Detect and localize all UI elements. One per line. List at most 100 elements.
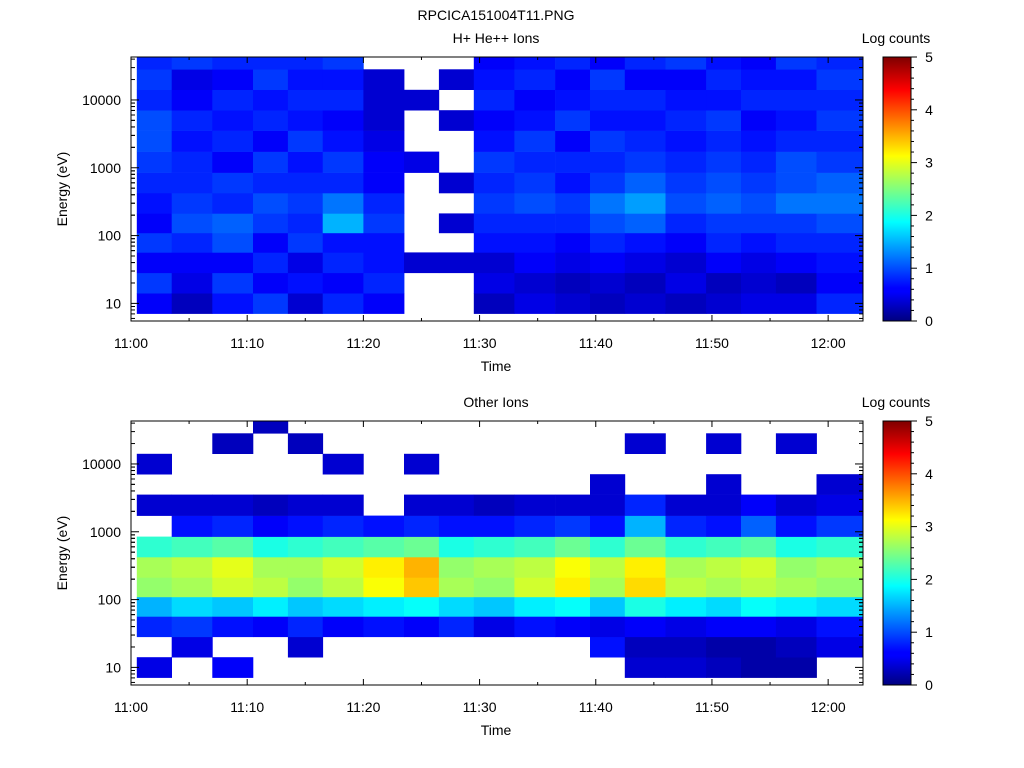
heatmap-cell [555, 69, 591, 90]
heatmap-cell [404, 494, 440, 516]
heatmap-cell [404, 453, 440, 475]
heatmap-cell [322, 110, 364, 131]
heatmap-cell [775, 57, 817, 70]
heatmap-cell [171, 232, 213, 253]
heatmap-cell [473, 172, 515, 194]
heatmap-cell [514, 172, 556, 194]
heatmap-cell [590, 252, 626, 274]
heatmap-cell [775, 232, 817, 253]
heatmap-cell [665, 69, 707, 90]
heatmap-cell [816, 172, 864, 194]
heatmap-cell [287, 57, 324, 70]
heatmap-cell [363, 616, 405, 638]
heatmap-cell [212, 494, 254, 516]
heatmap-cell [438, 110, 475, 131]
heatmap-cell [473, 130, 515, 152]
y-tick-label: 1000 [90, 160, 121, 176]
heatmap-cell [590, 151, 626, 173]
heatmap-cell [775, 89, 817, 111]
heatmap-cell [775, 110, 817, 131]
heatmap-cell [363, 232, 405, 253]
heatmap-cell [816, 193, 864, 214]
heatmap-cell [816, 494, 864, 516]
heatmap-cell [706, 494, 742, 516]
heatmap-cell [136, 89, 172, 111]
heatmap-cell [555, 272, 591, 294]
heatmap-cell [775, 213, 817, 234]
heatmap-cell [363, 596, 405, 617]
heatmap-cell [590, 172, 626, 194]
heatmap-cell [212, 596, 254, 617]
heatmap-cell [665, 110, 707, 131]
heatmap-cell [624, 293, 666, 314]
heatmap-cell [473, 596, 515, 617]
heatmap-cell [665, 557, 707, 578]
heatmap-cell [212, 293, 254, 314]
heatmap-cell [322, 130, 364, 152]
heatmap-cell [363, 69, 405, 90]
heatmap-cell [706, 151, 742, 173]
heatmap-cell [775, 636, 817, 658]
heatmap-cell [171, 193, 213, 214]
heatmap-cell [741, 536, 777, 558]
colorbar-tick-label: 4 [925, 466, 933, 482]
heatmap-cell [473, 557, 515, 578]
heatmap-cell [590, 57, 626, 70]
heatmap-cell [287, 536, 324, 558]
heatmap-cell [212, 110, 254, 131]
heatmap-cell [404, 577, 440, 598]
heatmap-cell [706, 130, 742, 152]
heatmap-cell [322, 293, 364, 314]
heatmap-cell [665, 596, 707, 617]
heatmap-cell [816, 557, 864, 578]
y-tick-label: 10 [105, 659, 121, 675]
heatmap-cell [706, 577, 742, 598]
heatmap-cell [287, 193, 324, 214]
heatmap-cell [322, 596, 364, 617]
heatmap-cell [665, 213, 707, 234]
heatmap-cell [741, 69, 777, 90]
heatmap-cell [171, 293, 213, 314]
heatmap-cell [322, 515, 364, 537]
x-tick-label: 11:20 [346, 699, 380, 715]
heatmap-cell [473, 110, 515, 131]
heatmap-cell [473, 536, 515, 558]
heatmap-cell [816, 577, 864, 598]
heatmap-cell [322, 57, 364, 70]
panel-h-he-ions: H+ He++ Ions 11:00 11:10 11:20 11:30 11:40 11… [54, 30, 933, 374]
heatmap-cell [212, 433, 254, 454]
heatmap-cell [706, 474, 742, 495]
heatmap-cell [212, 515, 254, 537]
heatmap-cell [253, 89, 289, 111]
heatmap-cell [171, 596, 213, 617]
heatmap-cell [322, 557, 364, 578]
colorbar [882, 56, 912, 322]
heatmap-cell [253, 616, 289, 638]
heatmap-cell [253, 110, 289, 131]
colorbar-label: Log counts [862, 394, 931, 410]
colorbar-tick-label: 1 [925, 624, 933, 640]
heatmap-cell [363, 110, 405, 131]
colorbar-tick-label: 0 [925, 313, 933, 329]
heatmap-cell [136, 577, 172, 598]
heatmap-cell [590, 536, 626, 558]
heatmap-cell [253, 151, 289, 173]
heatmap-cell [706, 193, 742, 214]
heatmap-cell [665, 193, 707, 214]
heatmap-cell [438, 252, 475, 274]
heatmap-cell [212, 252, 254, 274]
heatmap-cell [665, 657, 707, 678]
heatmap-cell [136, 494, 172, 516]
colorbar-tick-label: 3 [925, 519, 933, 535]
heatmap-cell [473, 213, 515, 234]
heatmap-cell [171, 172, 213, 194]
heatmap-cell [816, 596, 864, 617]
heatmap-cell [590, 69, 626, 90]
x-tick-label: 11:10 [230, 699, 264, 715]
x-tick-label: 11:00 [114, 699, 148, 715]
heatmap-cell [514, 130, 556, 152]
heatmap-cell [590, 515, 626, 537]
heatmap-cell [438, 213, 475, 234]
heatmap-cell [624, 172, 666, 194]
heatmap-cell [590, 110, 626, 131]
